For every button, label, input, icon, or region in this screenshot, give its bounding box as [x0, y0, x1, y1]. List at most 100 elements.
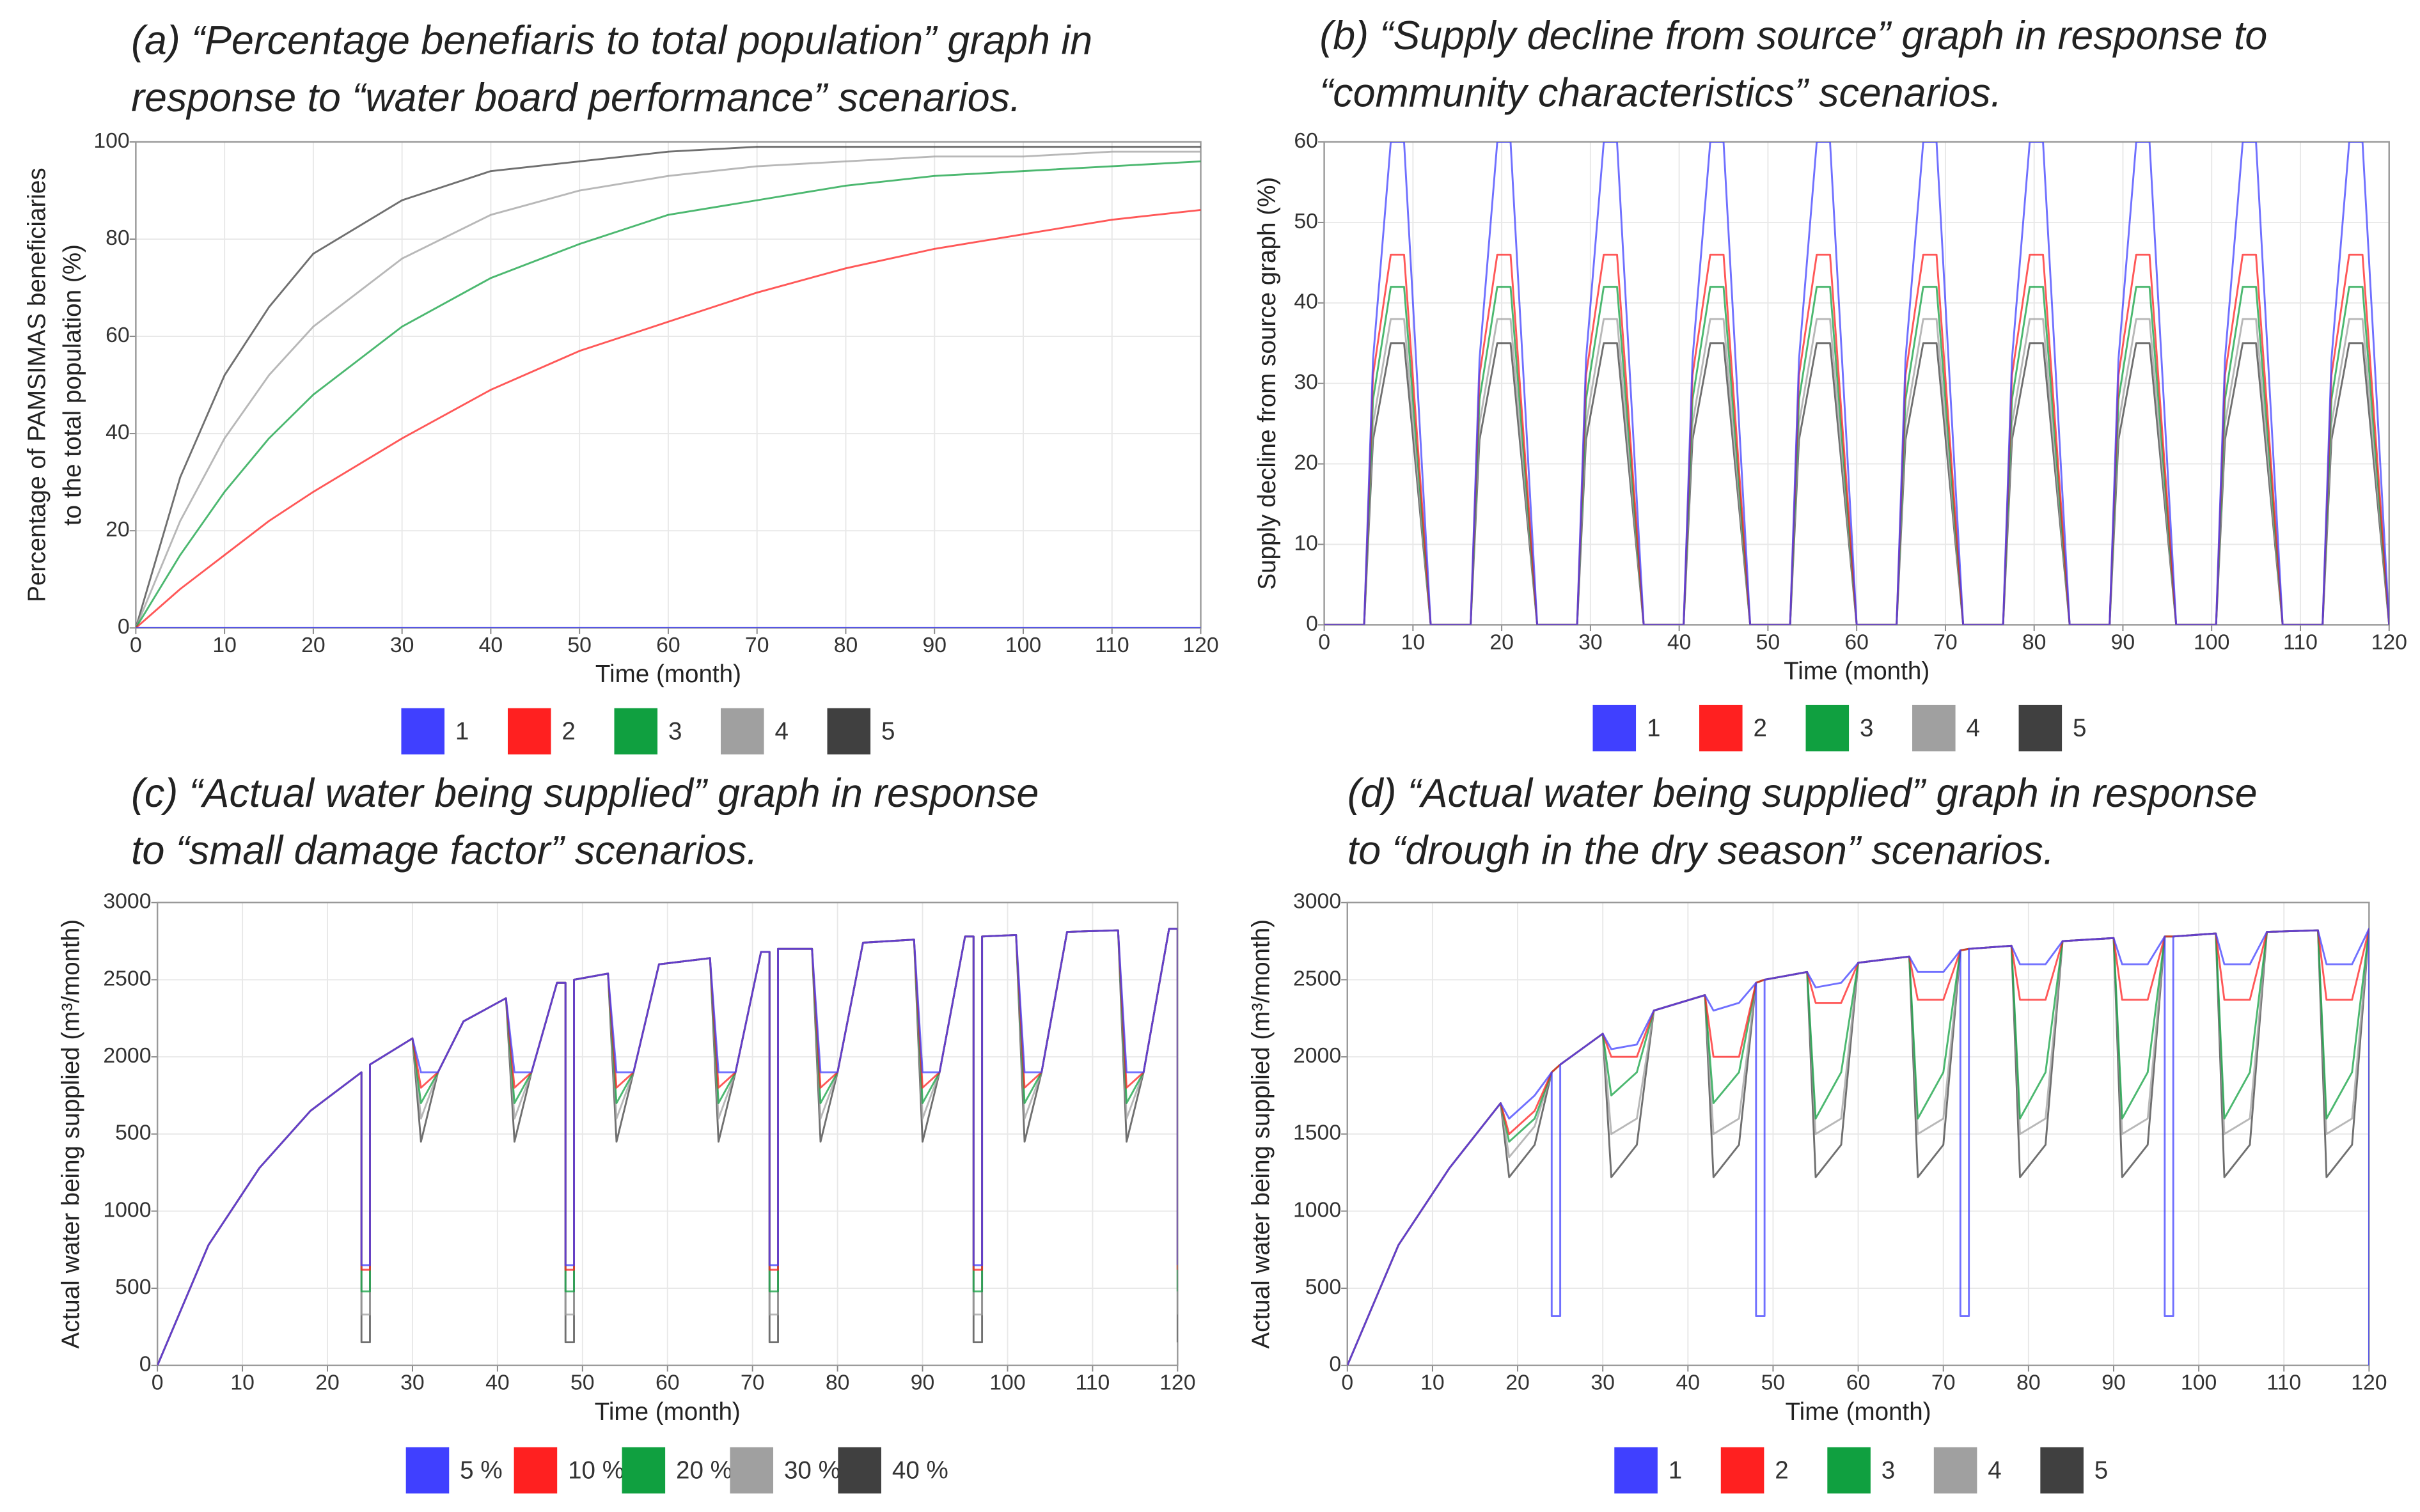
x-tick-label: 40 [1667, 630, 1692, 654]
y-tick-label: 20 [1294, 451, 1318, 475]
y-tick-label: 40 [106, 420, 130, 444]
x-tick-label: 30 [400, 1371, 425, 1395]
legend-swatch [1827, 1447, 1871, 1494]
x-tick-label: 0 [1318, 630, 1330, 654]
series-line [136, 150, 1201, 628]
x-tick-label: 40 [479, 633, 503, 657]
y-tick-label: 40 [1294, 290, 1318, 314]
legend-swatch [1720, 1447, 1764, 1494]
chart-title: to “drough in the dry season” scenarios. [1348, 828, 2054, 873]
x-tick-label: 120 [1182, 633, 1218, 657]
series-line [1347, 928, 2369, 1366]
legend-label: 3 [1860, 715, 1873, 742]
x-tick-label: 70 [741, 1371, 765, 1395]
x-tick-label: 60 [656, 633, 680, 657]
legend-label: 1 [1647, 715, 1660, 742]
x-tick-label: 0 [1341, 1371, 1353, 1395]
y-tick-label: 2500 [103, 966, 151, 990]
legend-swatch [2018, 705, 2062, 752]
x-tick-label: 30 [1591, 1371, 1615, 1395]
x-tick-label: 80 [834, 633, 858, 657]
legend-label: 30 % [784, 1456, 840, 1484]
chart-title: (a) “Percentage benefiaris to total popu… [131, 18, 1092, 63]
x-tick-label: 110 [1095, 633, 1129, 657]
x-tick-label: 20 [301, 633, 326, 657]
legend-swatch [1614, 1447, 1658, 1494]
y-axis-label: Percentage of PAMSIMAS beneficiaries [24, 168, 51, 602]
y-axis-label: Actual water being supplied (m³/month) [1247, 919, 1275, 1349]
series-line [136, 146, 1201, 628]
chart-title: response to “water board performance” sc… [131, 75, 1021, 120]
legend-swatch [720, 708, 764, 755]
x-tick-label: 70 [1933, 630, 1958, 654]
y-axis-label: Actual water being supplied (m³/month) [58, 919, 85, 1349]
x-tick-label: 40 [1676, 1371, 1701, 1395]
chart-title: (c) “Actual water being supplied” graph … [131, 771, 1039, 816]
x-tick-label: 120 [1159, 1371, 1195, 1395]
x-tick-label: 80 [826, 1371, 850, 1395]
legend-label: 3 [1882, 1456, 1895, 1484]
series-line [136, 160, 1201, 628]
x-tick-label: 80 [2022, 630, 2047, 654]
y-tick-label: 0 [118, 614, 130, 639]
y-tick-label: 500 [115, 1275, 151, 1299]
legend-label: 4 [1988, 1456, 2001, 1484]
series-line [157, 928, 1178, 1366]
y-axis-label: Supply decline from source graph (%) [1253, 177, 1281, 590]
legend-swatch [1912, 705, 1956, 752]
x-tick-label: 10 [1401, 630, 1426, 654]
legend-label: 5 [881, 718, 895, 745]
y-tick-label: 2000 [1293, 1043, 1341, 1068]
y-tick-label: 10 [1294, 531, 1318, 555]
y-tick-label: 3000 [1293, 889, 1341, 914]
x-tick-label: 60 [1846, 1371, 1871, 1395]
legend-swatch [1805, 705, 1850, 752]
legend-label: 4 [774, 718, 788, 745]
y-tick-label: 30 [1294, 370, 1318, 394]
x-tick-label: 50 [1756, 630, 1780, 654]
legend-swatch [838, 1447, 881, 1494]
legend-swatch [2040, 1447, 2084, 1494]
x-axis-label: Time (month) [1784, 657, 1929, 685]
x-tick-label: 100 [989, 1371, 1025, 1395]
x-tick-label: 100 [2181, 1371, 2217, 1395]
legend-swatch [1592, 705, 1637, 752]
legend-label: 2 [1775, 1456, 1788, 1484]
x-tick-label: 20 [1489, 630, 1514, 654]
legend-swatch [1933, 1447, 1977, 1494]
x-tick-label: 60 [1844, 630, 1869, 654]
x-tick-label: 40 [485, 1371, 510, 1395]
x-tick-label: 50 [570, 1371, 595, 1395]
x-axis-label: Time (month) [595, 1398, 741, 1426]
legend-swatch [614, 708, 658, 755]
x-tick-label: 70 [745, 633, 769, 657]
x-tick-label: 60 [656, 1371, 680, 1395]
x-tick-label: 10 [212, 633, 237, 657]
x-tick-label: 90 [911, 1371, 935, 1395]
chart-title: (d) “Actual water being supplied” graph … [1348, 771, 2258, 816]
x-tick-label: 50 [1761, 1371, 1786, 1395]
legend-label: 5 [2073, 715, 2086, 742]
y-tick-label: 1500 [1293, 1121, 1341, 1145]
x-tick-label: 120 [2351, 1371, 2387, 1395]
x-axis-label: Time (month) [1786, 1398, 1931, 1426]
y-tick-label: 0 [1329, 1352, 1341, 1376]
x-tick-label: 30 [390, 633, 414, 657]
legend-swatch [1699, 705, 1743, 752]
legend-label: 10 % [568, 1456, 624, 1484]
legend-label: 5 % [460, 1456, 503, 1484]
legend-swatch [405, 1447, 450, 1494]
y-tick-label: 500 [1305, 1275, 1341, 1299]
x-tick-label: 0 [152, 1371, 164, 1395]
y-tick-label: 50 [1294, 209, 1318, 233]
y-tick-label: 1000 [103, 1197, 151, 1222]
x-tick-label: 90 [2111, 630, 2135, 654]
legend-label: 4 [1967, 715, 1980, 742]
x-tick-label: 50 [567, 633, 592, 657]
chart-title: (b) “Supply decline from source” graph i… [1319, 13, 2267, 58]
x-tick-label: 120 [2371, 630, 2407, 654]
x-tick-label: 100 [2194, 630, 2229, 654]
y-tick-label: 2000 [103, 1043, 151, 1068]
y-tick-label: 1000 [1293, 1197, 1341, 1222]
